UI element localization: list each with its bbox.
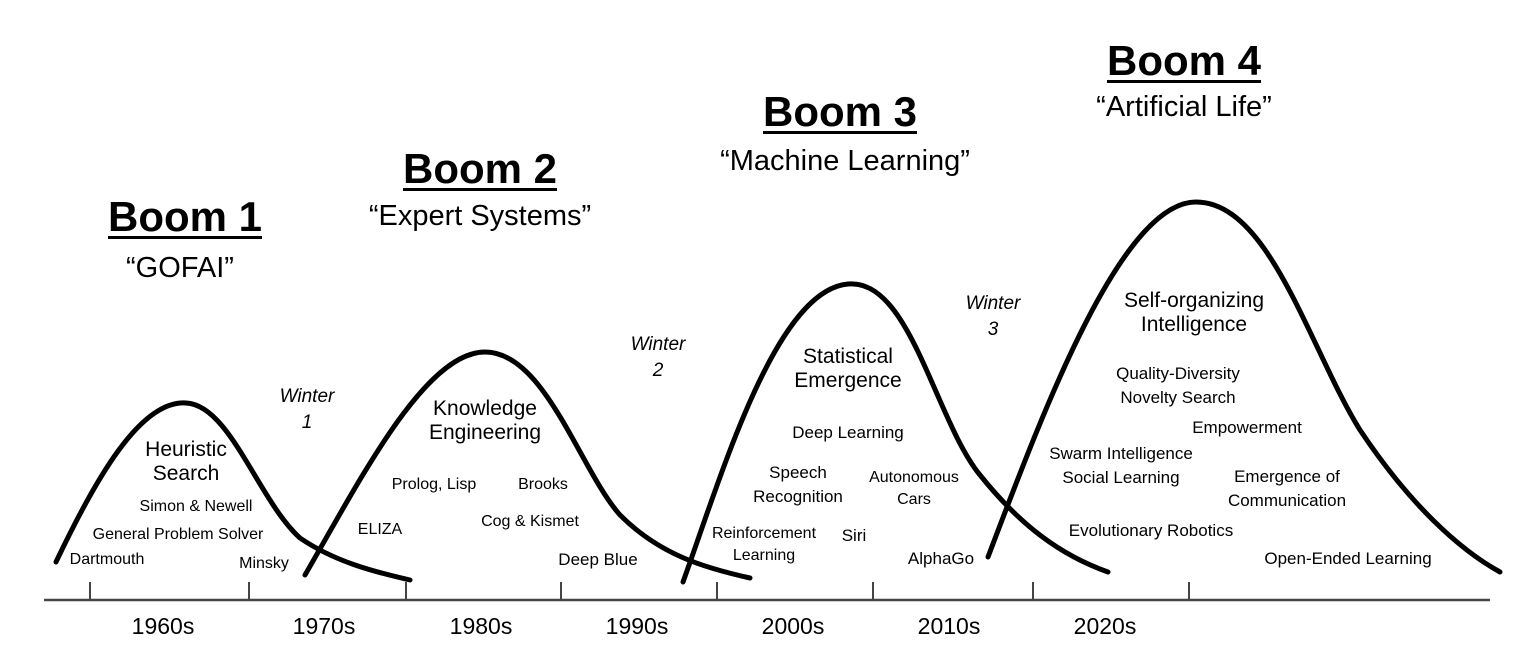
event-autonomous-cars: Autonomous Cars xyxy=(869,469,959,509)
event-emergence-communication: Emergence of Communication xyxy=(1227,467,1347,510)
boom-1-curve xyxy=(53,400,413,583)
boom-2-curve xyxy=(302,349,753,581)
event-deep-learning: Deep Learning xyxy=(792,423,904,442)
event-eliza: ELIZA xyxy=(357,521,403,538)
winter-1-label: Winter 1 xyxy=(279,386,335,433)
boom-1-subtitle: “GOFAI” xyxy=(126,252,234,284)
winter-2-label: Winter 2 xyxy=(630,334,686,381)
event-siri: Siri xyxy=(841,526,867,545)
era-2-label: Knowledge Engineering xyxy=(428,397,542,445)
boom-4-title: Boom 4 xyxy=(1106,37,1262,84)
event-speech-recognition: Speech Recognition xyxy=(753,463,843,506)
event-reinforcement-learning: Reinforcement Learning xyxy=(711,525,817,565)
event-empowerment: Empowerment xyxy=(1192,418,1302,437)
event-swarm-intelligence: Swarm Intelligence Social Learning xyxy=(1049,444,1193,487)
event-deep-blue: Deep Blue xyxy=(558,550,638,569)
event-cog-kismet: Cog & Kismet xyxy=(481,513,579,530)
event-quality-diversity: Quality-Diversity Novelty Search xyxy=(1116,364,1240,407)
decade-1990s: 1990s xyxy=(605,613,669,639)
era-3-label: Statistical Emergence xyxy=(794,345,902,393)
boom-2-title: Boom 2 xyxy=(402,145,558,192)
era-4-label: Self-organizing Intelligence xyxy=(1123,289,1265,337)
era-1-label: Heuristic Search xyxy=(145,438,227,486)
boom-3-title: Boom 3 xyxy=(762,88,918,135)
boom-4-curve xyxy=(985,199,1503,575)
event-minsky: Minsky xyxy=(239,555,289,572)
decade-2020s: 2020s xyxy=(1073,613,1137,639)
boom-2-subtitle: “Expert Systems” xyxy=(368,200,592,232)
event-evolutionary-robotics: Evolutionary Robotics xyxy=(1068,521,1234,540)
event-open-ended-learning: Open-Ended Learning xyxy=(1264,549,1432,568)
boom-3-subtitle: “Machine Learning” xyxy=(720,145,970,177)
decade-2000s: 2000s xyxy=(761,613,825,639)
winter-3-label: Winter 3 xyxy=(965,293,1021,340)
event-brooks: Brooks xyxy=(518,476,568,493)
boom-3-curve xyxy=(680,281,1111,585)
event-dartmouth: Dartmouth xyxy=(69,551,145,568)
event-prolog-lisp: Prolog, Lisp xyxy=(391,476,477,493)
boom-4-subtitle: “Artificial Life” xyxy=(1096,91,1272,123)
decade-1960s: 1960s xyxy=(131,613,195,639)
decade-1970s: 1970s xyxy=(292,613,356,639)
event-alphago: AlphaGo xyxy=(907,549,975,568)
decade-2010s: 2010s xyxy=(917,613,981,639)
event-general-problem-solver: General Problem Solver xyxy=(92,526,264,543)
decade-1980s: 1980s xyxy=(449,613,513,639)
event-simon-newell: Simon & Newell xyxy=(139,498,253,515)
boom-1-title: Boom 1 xyxy=(107,193,263,240)
